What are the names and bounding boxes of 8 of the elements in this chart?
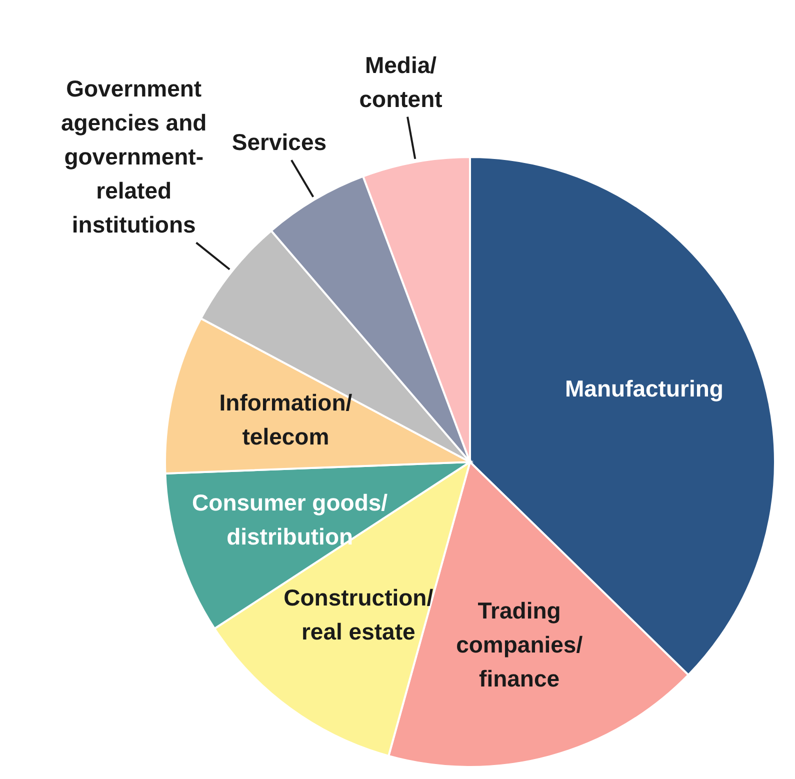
slice-label: Government agencies and government- related institutions (60, 76, 207, 238)
slice-label: Media/ content (359, 52, 443, 112)
slice-label: Services (232, 129, 327, 156)
slice-label: Manufacturing (565, 376, 724, 402)
slice-label: Consumer goods/ distribution (192, 489, 388, 550)
slice-label: Construction/ real estate (284, 584, 434, 645)
slice-label: Trading companies/ finance (456, 598, 584, 692)
slice-label: Information/ telecom (219, 390, 353, 450)
